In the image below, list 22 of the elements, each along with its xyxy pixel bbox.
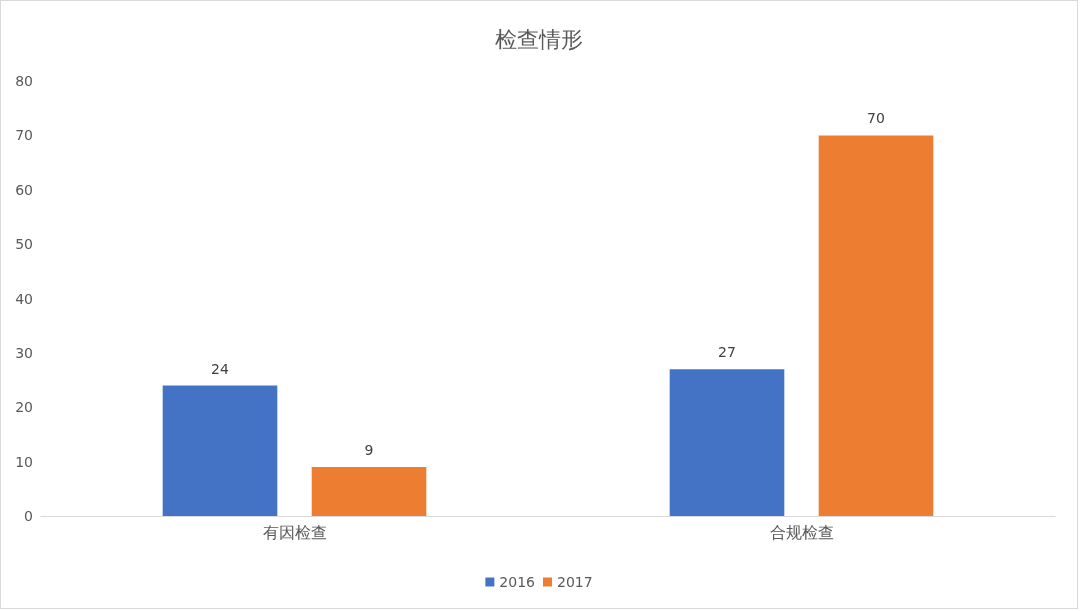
chart-title: 检查情形 bbox=[495, 26, 583, 52]
bar bbox=[669, 369, 785, 516]
y-tick-label: 60 bbox=[15, 181, 33, 198]
y-tick-label: 0 bbox=[24, 508, 33, 524]
y-tick-label: 50 bbox=[15, 236, 33, 253]
y-tick-label: 10 bbox=[15, 453, 33, 470]
data-label: 27 bbox=[718, 344, 736, 361]
x-tick-label: 有因检查 bbox=[262, 522, 327, 542]
data-label: 70 bbox=[867, 110, 885, 127]
y-tick-label: 80 bbox=[15, 73, 33, 89]
data-label: 9 bbox=[364, 442, 374, 459]
bar bbox=[818, 135, 934, 516]
y-tick-label: 40 bbox=[15, 290, 33, 307]
y-tick-label: 70 bbox=[15, 127, 33, 144]
y-tick-label: 20 bbox=[15, 399, 33, 416]
x-tick-label: 合规检查 bbox=[769, 522, 834, 542]
legend-label: 2016 bbox=[499, 574, 536, 590]
bar bbox=[311, 467, 427, 516]
bar bbox=[162, 385, 278, 516]
legend-label: 2017 bbox=[557, 574, 593, 590]
y-tick-label: 30 bbox=[15, 344, 33, 361]
data-label: 24 bbox=[211, 360, 229, 377]
